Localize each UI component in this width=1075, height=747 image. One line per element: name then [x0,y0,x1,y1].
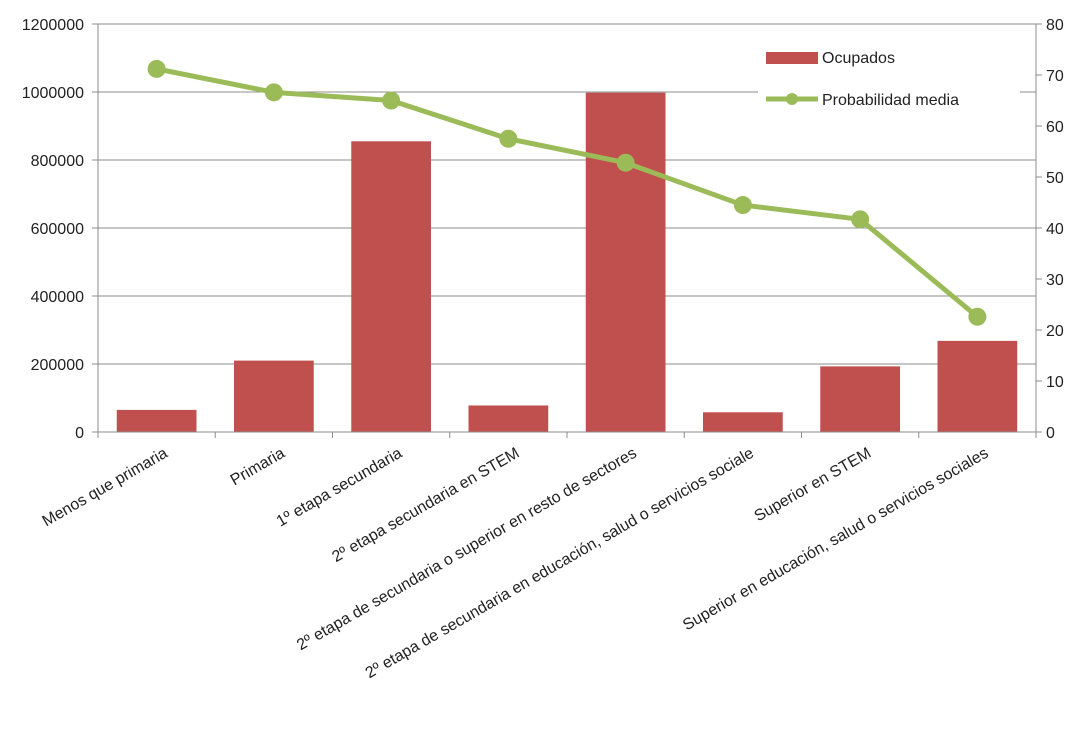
bar-ocupados [585,92,666,433]
left-axis-tick-labels: 0 200000 400000 600000 800000 1000000 1200000 [22,17,84,442]
point-probabilidad-media [851,210,870,229]
left-axis-tick-label: 1200000 [22,17,84,34]
legend-label-probabilidad-media: Probabilidad media [822,92,959,109]
bar-ocupados [468,405,549,432]
bar-ocupados [351,141,431,433]
right-axis-tick-label: 0 [1046,425,1055,442]
right-axis-tick-label: 50 [1046,170,1064,187]
category-label: Menos que primaria [40,445,171,530]
category-label: Primaria [228,445,288,490]
legend-label-ocupados: Ocupados [822,50,895,67]
right-axis-tick-label: 70 [1046,68,1064,85]
point-probabilidad-media [499,129,518,148]
line-probabilidad-media [156,66,979,319]
point-probabilidad-media [733,196,752,215]
right-axis-tick-label: 30 [1046,272,1064,289]
line-series-probabilidad-media [147,59,987,326]
bar-series-ocupados [116,92,1018,433]
point-probabilidad-media [264,83,283,102]
left-axis-tick-label: 0 [75,425,84,442]
right-axis-tick-label: 80 [1046,17,1064,34]
bar-ocupados [820,366,900,432]
bar-ocupados [234,360,314,432]
category-label: Superior en STEM [752,445,874,526]
bar-ocupados [116,409,197,432]
legend-swatch-ocupados [766,52,818,64]
right-axis-tick-label: 40 [1046,221,1064,238]
point-probabilidad-media [968,307,987,326]
left-axis-tick-label: 200000 [31,357,84,374]
left-axis-tick-label: 800000 [31,153,84,170]
bar-ocupados [703,412,783,432]
bar-ocupados [937,340,1018,432]
gridlines [98,23,1036,365]
category-label: 1º etapa secundaria [274,445,406,531]
category-label: 2º etapa de secundaria en educación, sal… [363,445,757,682]
legend: Ocupados Probabilidad media [758,40,1020,120]
category-label: 2º etapa secundaria en STEM [329,445,522,566]
left-axis-tick-label: 400000 [31,289,84,306]
right-axis-tick-label: 20 [1046,323,1064,340]
right-axis-tick-labels: 0 10 20 30 40 50 60 70 80 [1046,17,1064,442]
legend-marker-probabilidad-media [786,93,798,105]
axes [92,23,1042,438]
right-axis-tick-label: 60 [1046,119,1064,136]
left-axis-tick-label: 1000000 [22,85,84,102]
left-axis-tick-label: 600000 [31,221,84,238]
point-probabilidad-media [382,91,401,110]
point-probabilidad-media [616,153,635,172]
point-probabilidad-media [147,59,166,78]
right-axis-tick-label: 10 [1046,374,1064,391]
